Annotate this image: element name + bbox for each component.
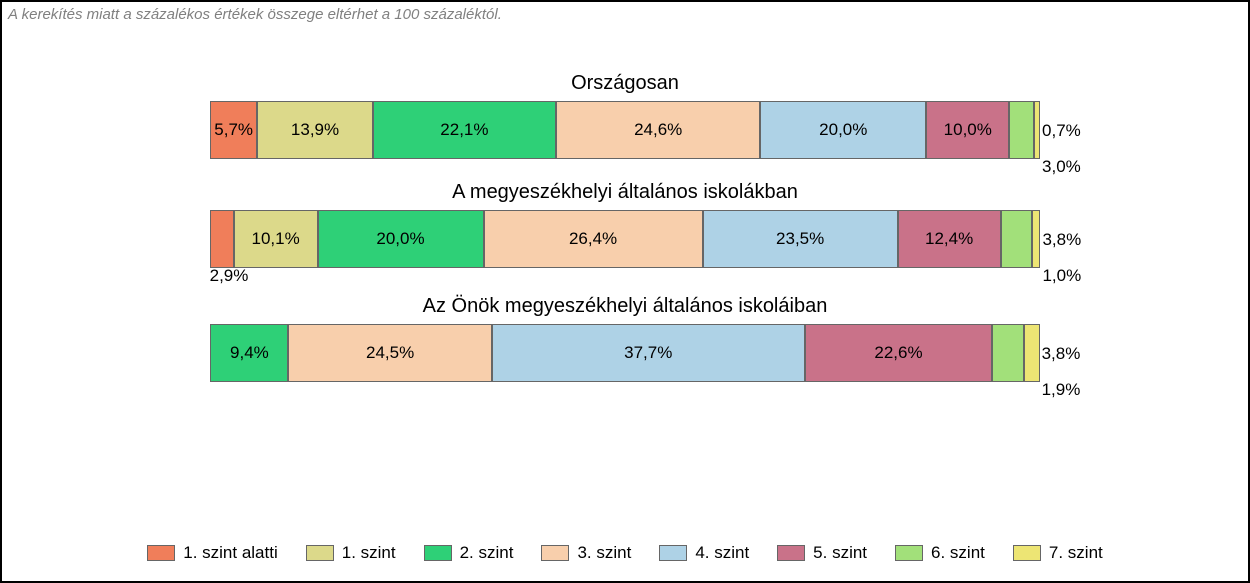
bar-segment-lvl6 (1001, 210, 1033, 268)
bar-segment-lvl5: 10,0% (926, 101, 1009, 159)
segment-label: 20,0% (819, 120, 867, 140)
chart-frame: A kerekítés miatt a százalékos értékek ö… (0, 0, 1250, 583)
legend-label: 4. szint (695, 543, 749, 563)
bar-segment-lvl3: 24,5% (288, 324, 491, 382)
legend-item-lvl3: 3. szint (541, 543, 631, 563)
segment-label: 10,0% (944, 120, 992, 140)
legend-label: 6. szint (931, 543, 985, 563)
bar-segment-lvl_below1: 5,7% (210, 101, 257, 159)
legend-item-lvl_below1: 1. szint alatti (147, 543, 278, 563)
segment-label: 9,4% (230, 343, 269, 363)
bar-segment-lvl3: 26,4% (484, 210, 703, 268)
segment-label-outside: 0,7% (1042, 121, 1081, 141)
segment-label: 20,0% (376, 229, 424, 249)
legend-item-lvl7: 7. szint (1013, 543, 1103, 563)
segment-label: 22,1% (440, 120, 488, 140)
bar-segment-lvl1: 13,9% (257, 101, 372, 159)
legend-label: 5. szint (813, 543, 867, 563)
legend-swatch (541, 545, 569, 561)
legend-swatch (895, 545, 923, 561)
bar-segment-lvl5: 12,4% (898, 210, 1001, 268)
bar-segment-lvl4: 20,0% (760, 101, 926, 159)
segment-label: 23,5% (776, 229, 824, 249)
bar-segment-lvl7 (1034, 101, 1040, 159)
legend-swatch (147, 545, 175, 561)
legend-item-lvl6: 6. szint (895, 543, 985, 563)
legend-item-lvl4: 4. szint (659, 543, 749, 563)
bar-segment-lvl6 (992, 324, 1024, 382)
segment-label-outside: 2,9% (210, 266, 249, 286)
chart-row-title: Országosan (2, 72, 1248, 95)
chart-row: Országosan5,7%13,9%22,1%24,6%20,0%10,0%3… (2, 72, 1248, 159)
stacked-bar: 10,1% 20,0% 26,4% 23,5% 12,4% (210, 210, 1041, 268)
bar-wrap: 5,7%13,9%22,1%24,6%20,0%10,0%3,0%0,7% (210, 101, 1040, 159)
segment-label: 22,6% (874, 343, 922, 363)
legend-label: 3. szint (577, 543, 631, 563)
bar-segment-lvl1: 10,1% (234, 210, 318, 268)
legend-swatch (659, 545, 687, 561)
segment-label-outside: 3,8% (1042, 344, 1081, 364)
segment-label-outside: 3,0% (1042, 157, 1081, 177)
bar-segment-lvl3: 24,6% (556, 101, 760, 159)
legend-item-lvl5: 5. szint (777, 543, 867, 563)
chart-row: Az Önök megyeszékhelyi általános iskolái… (2, 295, 1248, 382)
legend-swatch (777, 545, 805, 561)
segment-label-outside: 1,9% (1042, 380, 1081, 400)
legend-swatch (1013, 545, 1041, 561)
legend-item-lvl2: 2. szint (424, 543, 514, 563)
segment-label: 5,7% (214, 120, 253, 140)
legend-swatch (424, 545, 452, 561)
legend-label: 1. szint (342, 543, 396, 563)
legend-label: 2. szint (460, 543, 514, 563)
bar-segment-lvl6 (1009, 101, 1034, 159)
chart-row-title: A megyeszékhelyi általános iskolákban (2, 181, 1248, 204)
bar-segment-lvl_below1 (210, 210, 234, 268)
bar-segment-lvl7 (1032, 210, 1040, 268)
segment-label: 13,9% (291, 120, 339, 140)
segment-label-outside: 1,0% (1042, 266, 1081, 286)
legend-label: 7. szint (1049, 543, 1103, 563)
segment-label: 10,1% (251, 229, 299, 249)
bar-segment-lvl2: 9,4% (210, 324, 288, 382)
legend-item-lvl1: 1. szint (306, 543, 396, 563)
bar-segment-lvl2: 20,0% (318, 210, 484, 268)
chart-row-title: Az Önök megyeszékhelyi általános iskolái… (2, 295, 1248, 318)
legend-label: 1. szint alatti (183, 543, 278, 563)
legend-swatch (306, 545, 334, 561)
bar-wrap: 9,4%24,5%37,7%22,6%3,8%1,9% (210, 324, 1039, 382)
segment-label: 24,6% (634, 120, 682, 140)
bar-segment-lvl4: 37,7% (492, 324, 805, 382)
bar-segment-lvl7 (1024, 324, 1040, 382)
bar-segment-lvl2: 22,1% (373, 101, 556, 159)
bar-segment-lvl5: 22,6% (805, 324, 993, 382)
stacked-bar: 5,7% 13,9% 22,1% 24,6% 20,0% 10,0% (210, 101, 1040, 159)
bar-segment-lvl4: 23,5% (703, 210, 898, 268)
rounding-note: A kerekítés miatt a százalékos értékek ö… (8, 6, 502, 23)
segment-label: 26,4% (569, 229, 617, 249)
stacked-bar: 9,4% 24,5% 37,7% 22,6% (210, 324, 1039, 382)
segment-label: 37,7% (624, 343, 672, 363)
segment-label-outside: 3,8% (1042, 230, 1081, 250)
segment-label: 24,5% (366, 343, 414, 363)
segment-label: 12,4% (925, 229, 973, 249)
charts-area: Országosan 5,7% 13,9% 22,1% 24,6% 20,0% 10,0% 3… (2, 72, 1248, 404)
chart-row: A megyeszékhelyi általános iskolákban 10,… (2, 181, 1248, 273)
bar-wrap: 10,1%20,0%26,4%23,5%12,4%2,9%3,8%1,0% (210, 210, 1041, 268)
legend: 1. szint alatti 1. szint 2. szint 3. szint 4… (2, 543, 1248, 563)
